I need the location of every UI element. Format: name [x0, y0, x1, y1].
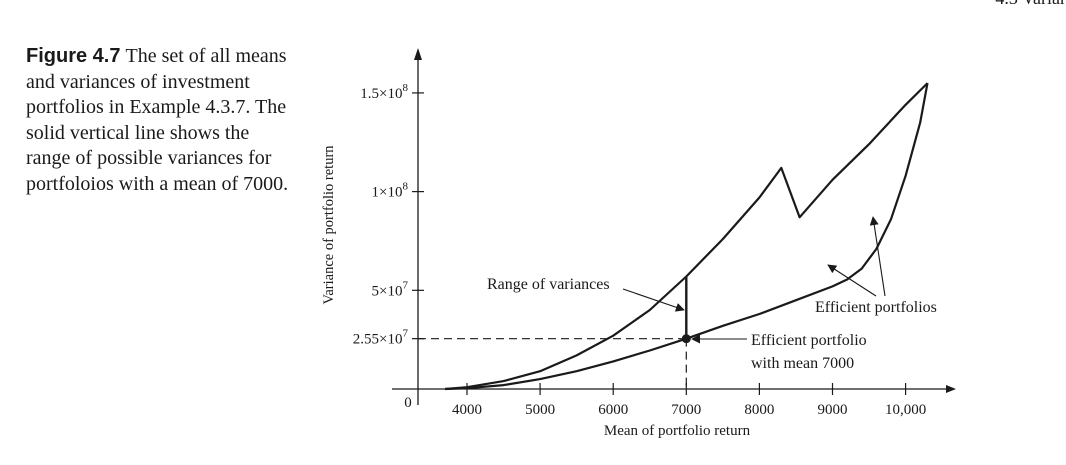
series-curves [445, 82, 929, 391]
y-tick-exponent: 7 [403, 279, 409, 291]
y-axis-arrow-icon [414, 48, 422, 60]
efficient-portfolio-label-line2: with mean 7000 [751, 355, 854, 372]
efficient-arrow-upper-curve [869, 216, 886, 297]
efficient-portfolio-label-line1: Efficient portfolio [751, 332, 867, 349]
x-axis-label: Mean of portfolio return [604, 423, 751, 439]
origin-label: 0 [404, 395, 412, 411]
annotations: Range of variances Efficient portfolios … [487, 216, 937, 372]
upper-boundary-curve [445, 82, 929, 391]
x-tick-label: 10,000 [885, 402, 926, 418]
x-tick-label: 4000 [452, 402, 482, 418]
x-axis-arrow-icon [946, 385, 956, 393]
y-tick-label: 1.5×108 [360, 82, 408, 102]
figure-label: Figure 4.7 [26, 45, 121, 67]
efficient-arrow-lower-curve [827, 264, 877, 297]
y-tick-mantissa: 5×10 [372, 283, 403, 299]
figure-caption: Figure 4.7 The set of all means and vari… [26, 44, 294, 197]
x-tick-label: 7000 [671, 402, 701, 418]
y-tick-exponent: 8 [403, 181, 409, 193]
efficient-portfolios-label: Efficient portfolios [815, 299, 937, 316]
y-tick-label: 1×108 [372, 181, 409, 201]
lower-boundary-curve [445, 82, 929, 391]
y-tick-mantissa: 1.5×10 [360, 86, 402, 102]
y-tick-mantissa: 1×10 [372, 185, 403, 201]
range-of-variances-arrow [622, 288, 685, 312]
range-of-variances-label: Range of variances [487, 276, 610, 293]
y-tick-exponent: 7 [403, 328, 409, 340]
y-tick-exponent: 8 [403, 82, 409, 94]
y-tick-mantissa: 2.55×10 [353, 332, 403, 348]
efficient-portfolio-point [681, 334, 691, 344]
axes [392, 48, 956, 405]
x-tick-label: 9000 [818, 402, 848, 418]
range-marks [681, 276, 691, 344]
guide-lines [418, 338, 687, 389]
y-tick-label: 2.55×107 [353, 328, 409, 348]
y-tick-label: 5×107 [372, 279, 409, 299]
y-axis-label: Variance of portfolio return [321, 145, 337, 305]
x-ticks: 4000 5000 6000 7000 8000 9000 10,000 [452, 383, 926, 418]
x-tick-label: 8000 [744, 402, 774, 418]
x-tick-label: 6000 [598, 402, 628, 418]
page-header: 4.3 Variar [995, 0, 1066, 9]
caption-text: The set of all means and variances of in… [26, 45, 289, 195]
x-tick-label: 5000 [525, 402, 555, 418]
